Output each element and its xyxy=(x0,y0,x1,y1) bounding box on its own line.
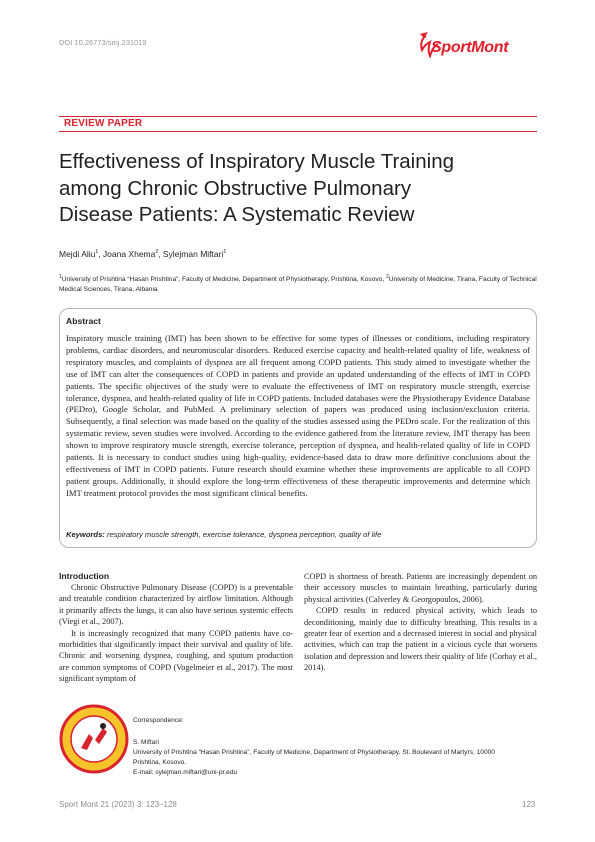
correspondence-address: Prishtina, Kosovo. xyxy=(133,759,187,766)
author-sep: , xyxy=(158,249,163,259)
section-heading-introduction: Introduction xyxy=(59,571,110,581)
paragraph: Chronic Obstructive Pulmonary Disease (C… xyxy=(59,583,293,627)
author-name: Joana Xhema xyxy=(102,249,156,259)
abstract-text: Inspiratory muscle training (IMT) has be… xyxy=(66,333,530,498)
authors: Mejdi Aliu1, Joana Xhema2, Sylejman Mift… xyxy=(59,249,226,259)
right-column: COPD is shortness of breath. Patients ar… xyxy=(304,571,537,674)
author-sup: 1 xyxy=(223,249,227,256)
keywords: Keywords: respiratory muscle strength, e… xyxy=(66,530,530,539)
author-sup: 2 xyxy=(155,249,159,256)
article-title: Effectiveness of Inspiratory Muscle Trai… xyxy=(59,149,539,229)
university-seal-logo xyxy=(59,704,129,774)
correspondence-email[interactable]: E-mail: sylejman.miftari@uni-pr.edu xyxy=(133,769,238,776)
keywords-label: Keywords: xyxy=(66,530,105,539)
author-sep: , xyxy=(98,249,103,259)
left-column: Chronic Obstructive Pulmonary Disease (C… xyxy=(59,582,293,685)
author-name: Sylejman Miftari xyxy=(162,249,224,259)
abstract-heading: Abstract xyxy=(66,316,101,326)
footer-citation: Sport Mont 21 (2023) 3: 123–128 xyxy=(59,800,177,809)
paragraph: It is increasingly recognized that many … xyxy=(59,628,293,684)
affiliations: 1University of Prishtina “Hasan Prishtin… xyxy=(59,273,539,295)
abstract-box xyxy=(59,308,537,548)
correspondence-name: S. Miftari xyxy=(133,739,160,746)
type-rule xyxy=(59,131,537,133)
keywords-list: respiratory muscle strength, exercise to… xyxy=(106,530,382,539)
affiliation: University of Medicine, Tirana, Faculty … xyxy=(59,276,537,293)
affil-sup: 1 xyxy=(59,273,62,280)
sportmont-logo xyxy=(420,32,439,59)
paragraph: COPD is shortness of breath. Patients ar… xyxy=(304,572,537,604)
correspondence-address: University of Prishtina “Hasan Prishtina… xyxy=(133,749,495,756)
title-line: among Chronic Obstructive Pulmonary xyxy=(59,176,412,200)
page-number: 123 xyxy=(522,800,536,809)
article-type: REVIEW PAPER xyxy=(64,118,143,129)
author-sup: 1 xyxy=(95,249,99,256)
title-line: Effectiveness of Inspiratory Muscle Trai… xyxy=(59,150,454,173)
author-name: Mejdi Aliu xyxy=(59,249,96,259)
logo-text: SportMont xyxy=(431,39,509,56)
title-line: Disease Patients: A Systematic Review xyxy=(59,203,415,226)
affil-sup: 2 xyxy=(386,273,389,280)
correspondence: Correspondence: S. Miftari University of… xyxy=(133,716,537,778)
paragraph: COPD results in reduced physical activit… xyxy=(304,606,537,673)
top-rule xyxy=(59,116,537,118)
correspondence-label: Correspondence: xyxy=(133,717,184,724)
doi[interactable]: DOI 10.26773/smj.231019 xyxy=(59,38,147,47)
affiliation: University of Prishtina “Hasan Prishtina… xyxy=(61,276,386,283)
